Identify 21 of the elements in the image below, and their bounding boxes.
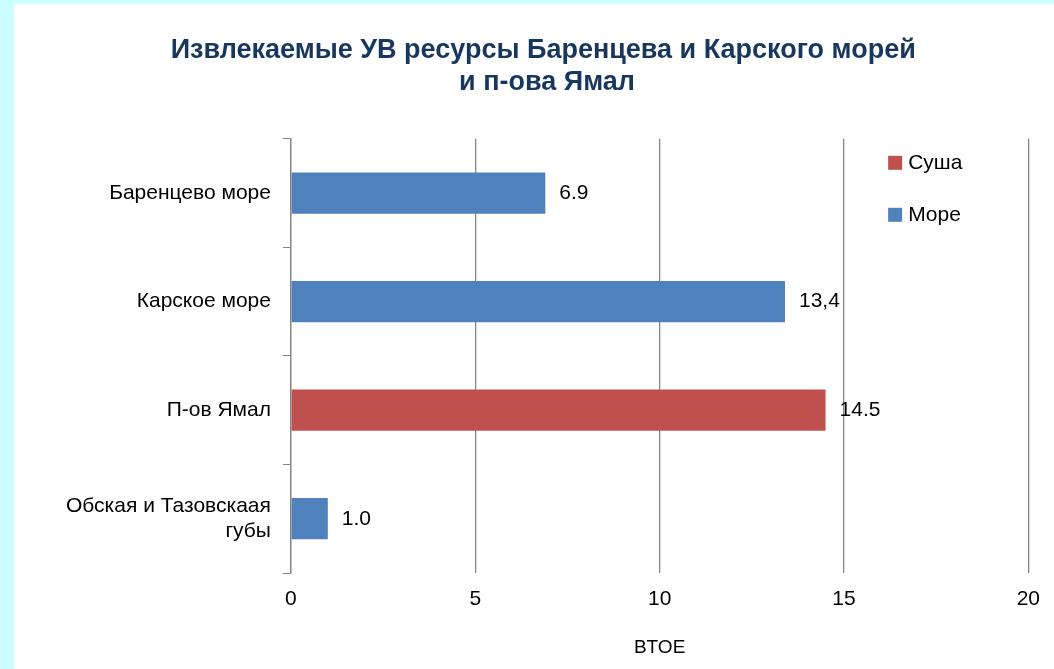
x-tick-label: 15 <box>832 586 856 610</box>
x-tick-label: 5 <box>469 586 482 610</box>
x-tick-label: 10 <box>647 586 672 610</box>
data-label: 14.5 <box>839 396 881 420</box>
data-label: 13,4 <box>798 288 841 312</box>
bar <box>291 281 785 323</box>
bar <box>291 498 328 540</box>
legend-label: Суша <box>908 149 963 173</box>
y-tick-label: Карское море <box>136 288 271 312</box>
data-label: 1.0 <box>341 505 371 529</box>
data-label: 6.9 <box>559 179 589 203</box>
legend-label: Море <box>908 201 961 225</box>
y-tick-label: Обская и Тазовскаая губы <box>65 492 271 542</box>
x-axis-title: BTOE <box>633 635 686 657</box>
bar <box>291 172 546 214</box>
chart-title: Извлекаемые УВ ресурсы Баренцева и Карского морей и п-ова Ямал <box>170 33 924 97</box>
x-tick-label: 20 <box>1016 586 1040 610</box>
y-tick-label: П-ов Ямал <box>166 396 271 420</box>
y-tick-label: Баренцево море <box>109 179 271 203</box>
bar <box>291 389 826 431</box>
x-tick-label: 0 <box>285 586 297 610</box>
